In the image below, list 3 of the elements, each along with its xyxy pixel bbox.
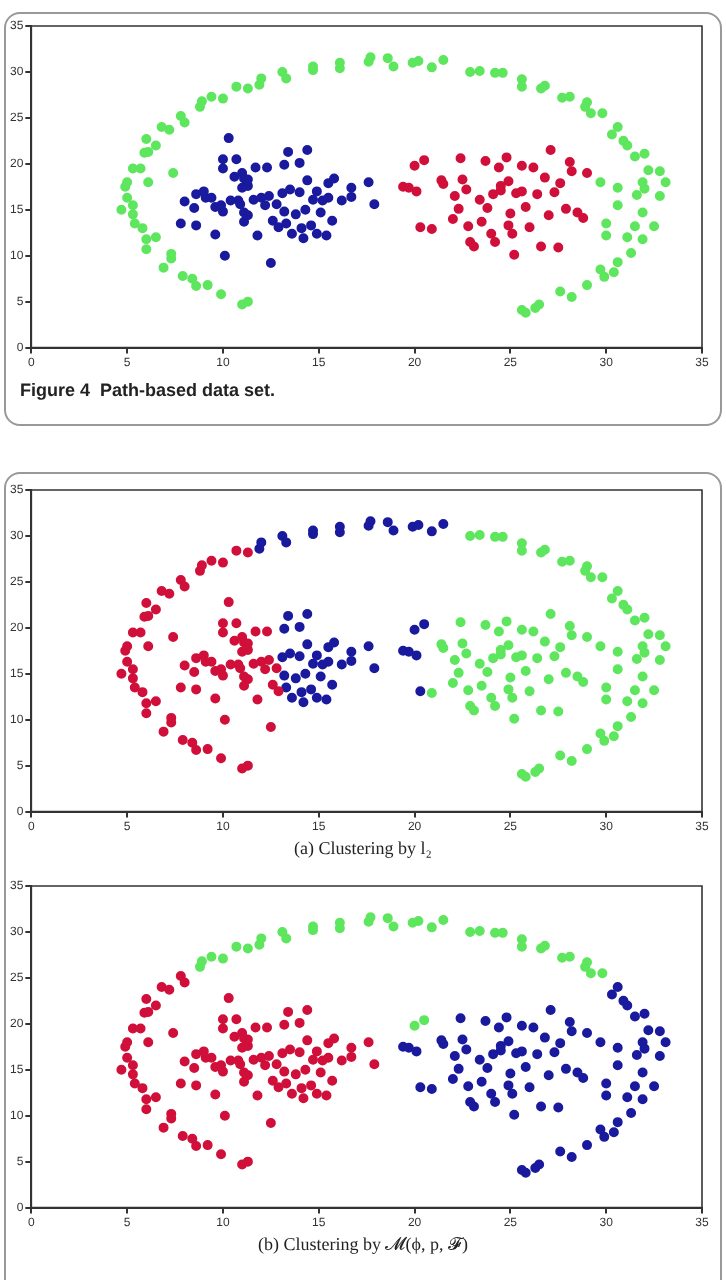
text: (a) Clustering by l₂ [292,838,434,858]
caption: Figure 4 Path-based data set. [18,380,278,400]
text: (b) Clustering by 𝓜(ϕ, p, 𝓕) [256,1234,470,1256]
